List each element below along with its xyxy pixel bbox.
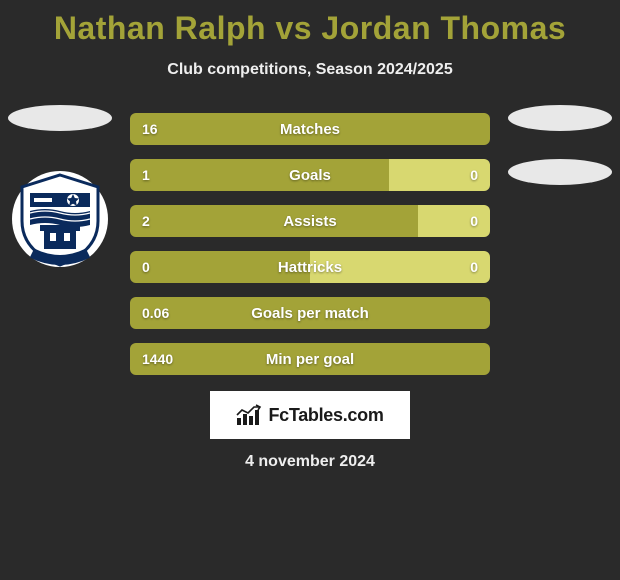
fctables-logo-text: FcTables.com <box>268 405 383 426</box>
comparison-bars: 16Matches 10Goals 20Assists 00Hattricks 0.06… <box>130 113 490 375</box>
right-player-column <box>508 105 612 185</box>
date-label: 4 november 2024 <box>0 453 620 471</box>
club-crest <box>10 169 110 269</box>
stat-label: Hattricks <box>130 251 490 283</box>
stat-row: 16Matches <box>130 113 490 145</box>
fctables-chart-icon <box>236 404 262 426</box>
content-area: 16Matches 10Goals 20Assists 00Hattricks 0.06… <box>0 113 620 471</box>
stat-label: Goals <box>130 159 490 191</box>
player-photo-placeholder <box>508 105 612 131</box>
stat-label: Min per goal <box>130 343 490 375</box>
stat-row: 10Goals <box>130 159 490 191</box>
stat-row: 00Hattricks <box>130 251 490 283</box>
stat-row: 1440Min per goal <box>130 343 490 375</box>
stat-label: Goals per match <box>130 297 490 329</box>
stat-row: 20Assists <box>130 205 490 237</box>
stat-label: Matches <box>130 113 490 145</box>
page-title: Nathan Ralph vs Jordan Thomas <box>0 0 620 47</box>
player-photo-placeholder <box>8 105 112 131</box>
fctables-logo: FcTables.com <box>210 391 410 439</box>
stat-label: Assists <box>130 205 490 237</box>
stat-row: 0.06Goals per match <box>130 297 490 329</box>
subtitle: Club competitions, Season 2024/2025 <box>0 61 620 79</box>
left-player-column <box>8 105 112 269</box>
club-crest-placeholder <box>508 159 612 185</box>
